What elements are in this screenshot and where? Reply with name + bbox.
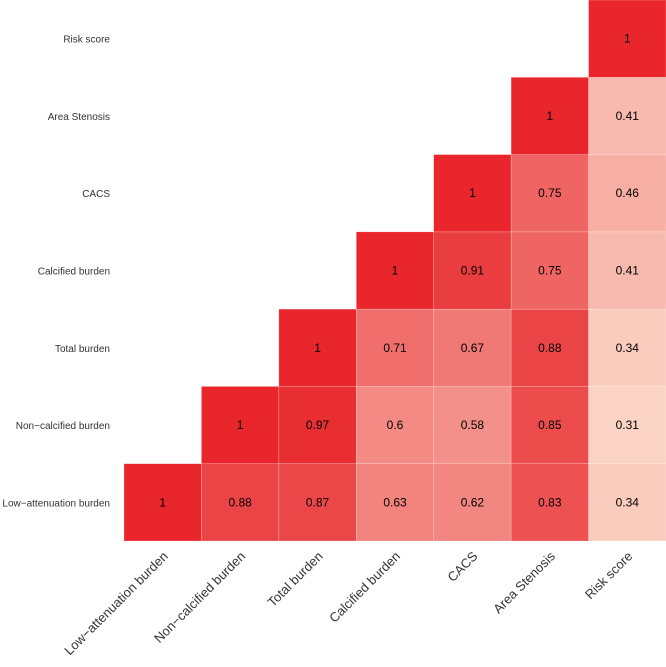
cell-value-label: 0.85 [538,418,562,432]
heatmap-cell-calcified-burden-vs-cacs [433,231,512,310]
x-tick-label-total-burden: Total burden [264,549,325,610]
cell-value-label: 0.58 [461,418,485,432]
cell-value-label: 0.75 [538,264,562,278]
heatmap-cell-cacs-vs-risk-score [588,154,666,233]
y-tick-label-non-calcified-burden: Non−calcified burden [16,421,110,432]
cell-value-label: 1 [392,264,399,278]
x-tick-label-area-stenosis: Area Stenosis [490,548,558,616]
cell-value-label: 0.67 [461,341,485,355]
heatmap-cell-total-burden-vs-cacs [433,308,512,387]
heatmap-cell-non-calcified-burden-vs-calcified-burden [355,386,435,465]
heatmap-cell-cacs-vs-area-stenosis [510,154,589,233]
heatmap-cell-non-calcified-burden-vs-risk-score [588,386,666,465]
cell-value-label: 0.6 [387,418,404,432]
heatmap-cell-low-attenuation-burden-vs-cacs [433,463,512,542]
cell-value-label: 0.91 [461,264,485,278]
x-tick-label-risk-score: Risk score [582,549,636,603]
cell-value-label: 0.71 [383,341,407,355]
cell-value-label: 0.83 [538,495,562,509]
cell-value-label: 0.75 [538,186,562,200]
cell-value-label: 0.97 [306,418,330,432]
heatmap-cell-low-attenuation-burden-vs-non-calcified-burden [201,463,280,542]
heatmap-cell-non-calcified-burden-vs-non-calcified-burden [201,386,280,465]
heatmap-cell-total-burden-vs-calcified-burden [355,308,435,387]
heatmap-cell-area-stenosis-vs-area-stenosis [510,76,589,155]
heatmap-cell-risk-score-vs-risk-score [588,0,666,78]
heatmap-cell-calcified-burden-vs-area-stenosis [510,231,589,310]
heatmap-cell-total-burden-vs-risk-score [588,308,666,387]
y-tick-label-low-attenuation-burden: Low−attenuation burden [2,498,110,509]
heatmap-cell-low-attenuation-burden-vs-area-stenosis [510,463,589,542]
y-tick-label-cacs: CACS [82,189,110,200]
x-tick-label-cacs: CACS [444,548,480,584]
y-axis-tick-labels: Low−attenuation burden Non−calcified burd… [2,35,110,510]
y-tick-label-calcified-burden: Calcified burden [38,267,110,278]
cell-value-label: 0.87 [306,495,330,509]
cell-value-label: 0.62 [461,495,485,509]
cell-value-label: 0.88 [228,495,252,509]
x-tick-label-calcified-burden: Calcified burden [326,549,403,626]
cell-value-label: 1 [314,341,321,355]
cell-value-label: 0.88 [538,341,562,355]
heatmap-cell-calcified-burden-vs-risk-score [588,231,666,310]
cell-value-label: 1 [624,32,631,46]
heatmap-cell-low-attenuation-burden-vs-risk-score [588,463,666,542]
heatmap-cell-non-calcified-burden-vs-area-stenosis [510,386,589,465]
cell-value-label: 1 [547,109,554,123]
y-tick-label-total-burden: Total burden [55,344,110,355]
x-tick-label-low-attenuation-burden: Low−attenuation burden [61,549,171,659]
cell-value-label: 1 [469,186,476,200]
cell-value-label: 1 [237,418,244,432]
heatmap-cell-low-attenuation-burden-vs-calcified-burden [355,463,435,542]
cell-value-label: 0.34 [616,495,640,509]
cell-value-label: 0.41 [616,109,640,123]
cell-value-label: 0.31 [616,418,640,432]
y-tick-label-area-stenosis: Area Stenosis [48,112,110,123]
cell-value-label: 1 [159,495,166,509]
cell-value-label: 0.41 [616,264,640,278]
y-tick-label-risk-score: Risk score [63,35,110,46]
cell-value-label: 0.34 [616,341,640,355]
heatmap-cell-low-attenuation-burden-vs-low-attenuation-burden [123,463,202,542]
heatmap-cell-calcified-burden-vs-calcified-burden [355,231,435,310]
heatmap-cells [123,0,666,542]
heatmap-cell-total-burden-vs-area-stenosis [510,308,589,387]
heatmap-cell-non-calcified-burden-vs-total-burden [278,386,357,465]
heatmap-cell-cacs-vs-cacs [433,154,512,233]
heatmap-cell-labels: 1 0.88 0.87 0.63 0.62 0.83 0.34 1 0.97 0.6 0.58 0.8… [159,32,639,510]
cell-value-label: 0.46 [616,186,640,200]
cell-value-label: 0.63 [383,495,407,509]
heatmap-cell-area-stenosis-vs-risk-score [588,76,666,155]
heatmap-cell-total-burden-vs-total-burden [278,308,357,387]
